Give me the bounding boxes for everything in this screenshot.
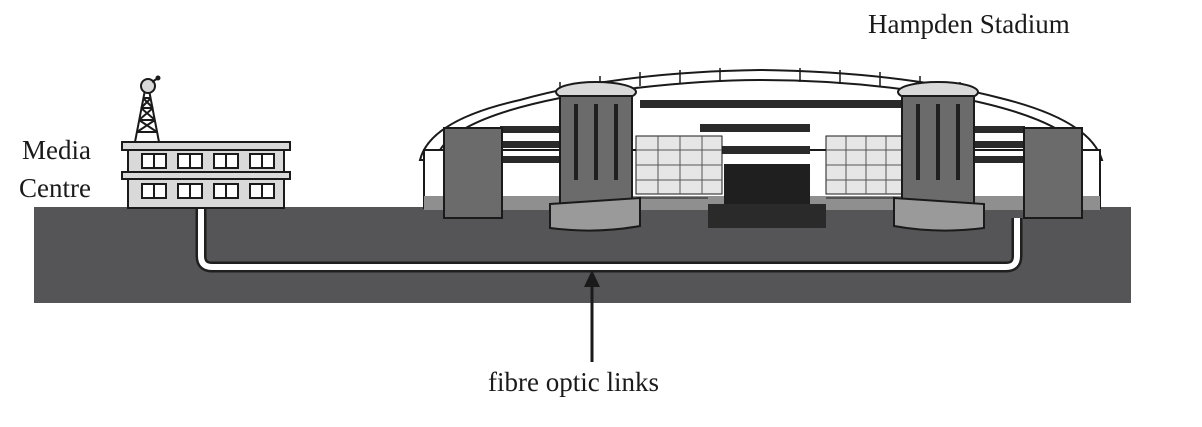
fibre-optic-cable-inner <box>198 207 1020 270</box>
transmission-mast <box>134 75 161 143</box>
stadium-tower-right <box>893 81 985 232</box>
fibre-links-label: fibre optic links <box>488 367 659 397</box>
stadium-label: Hampden Stadium <box>868 9 1070 39</box>
stadium-building <box>418 68 1104 232</box>
stadium-tower-left <box>549 81 641 232</box>
media-centre-building <box>121 141 291 209</box>
pointer-arrow-head <box>584 270 600 287</box>
media-centre-label-line1: Media <box>22 135 91 165</box>
media-centre-label-line2: Centre <box>19 173 91 203</box>
